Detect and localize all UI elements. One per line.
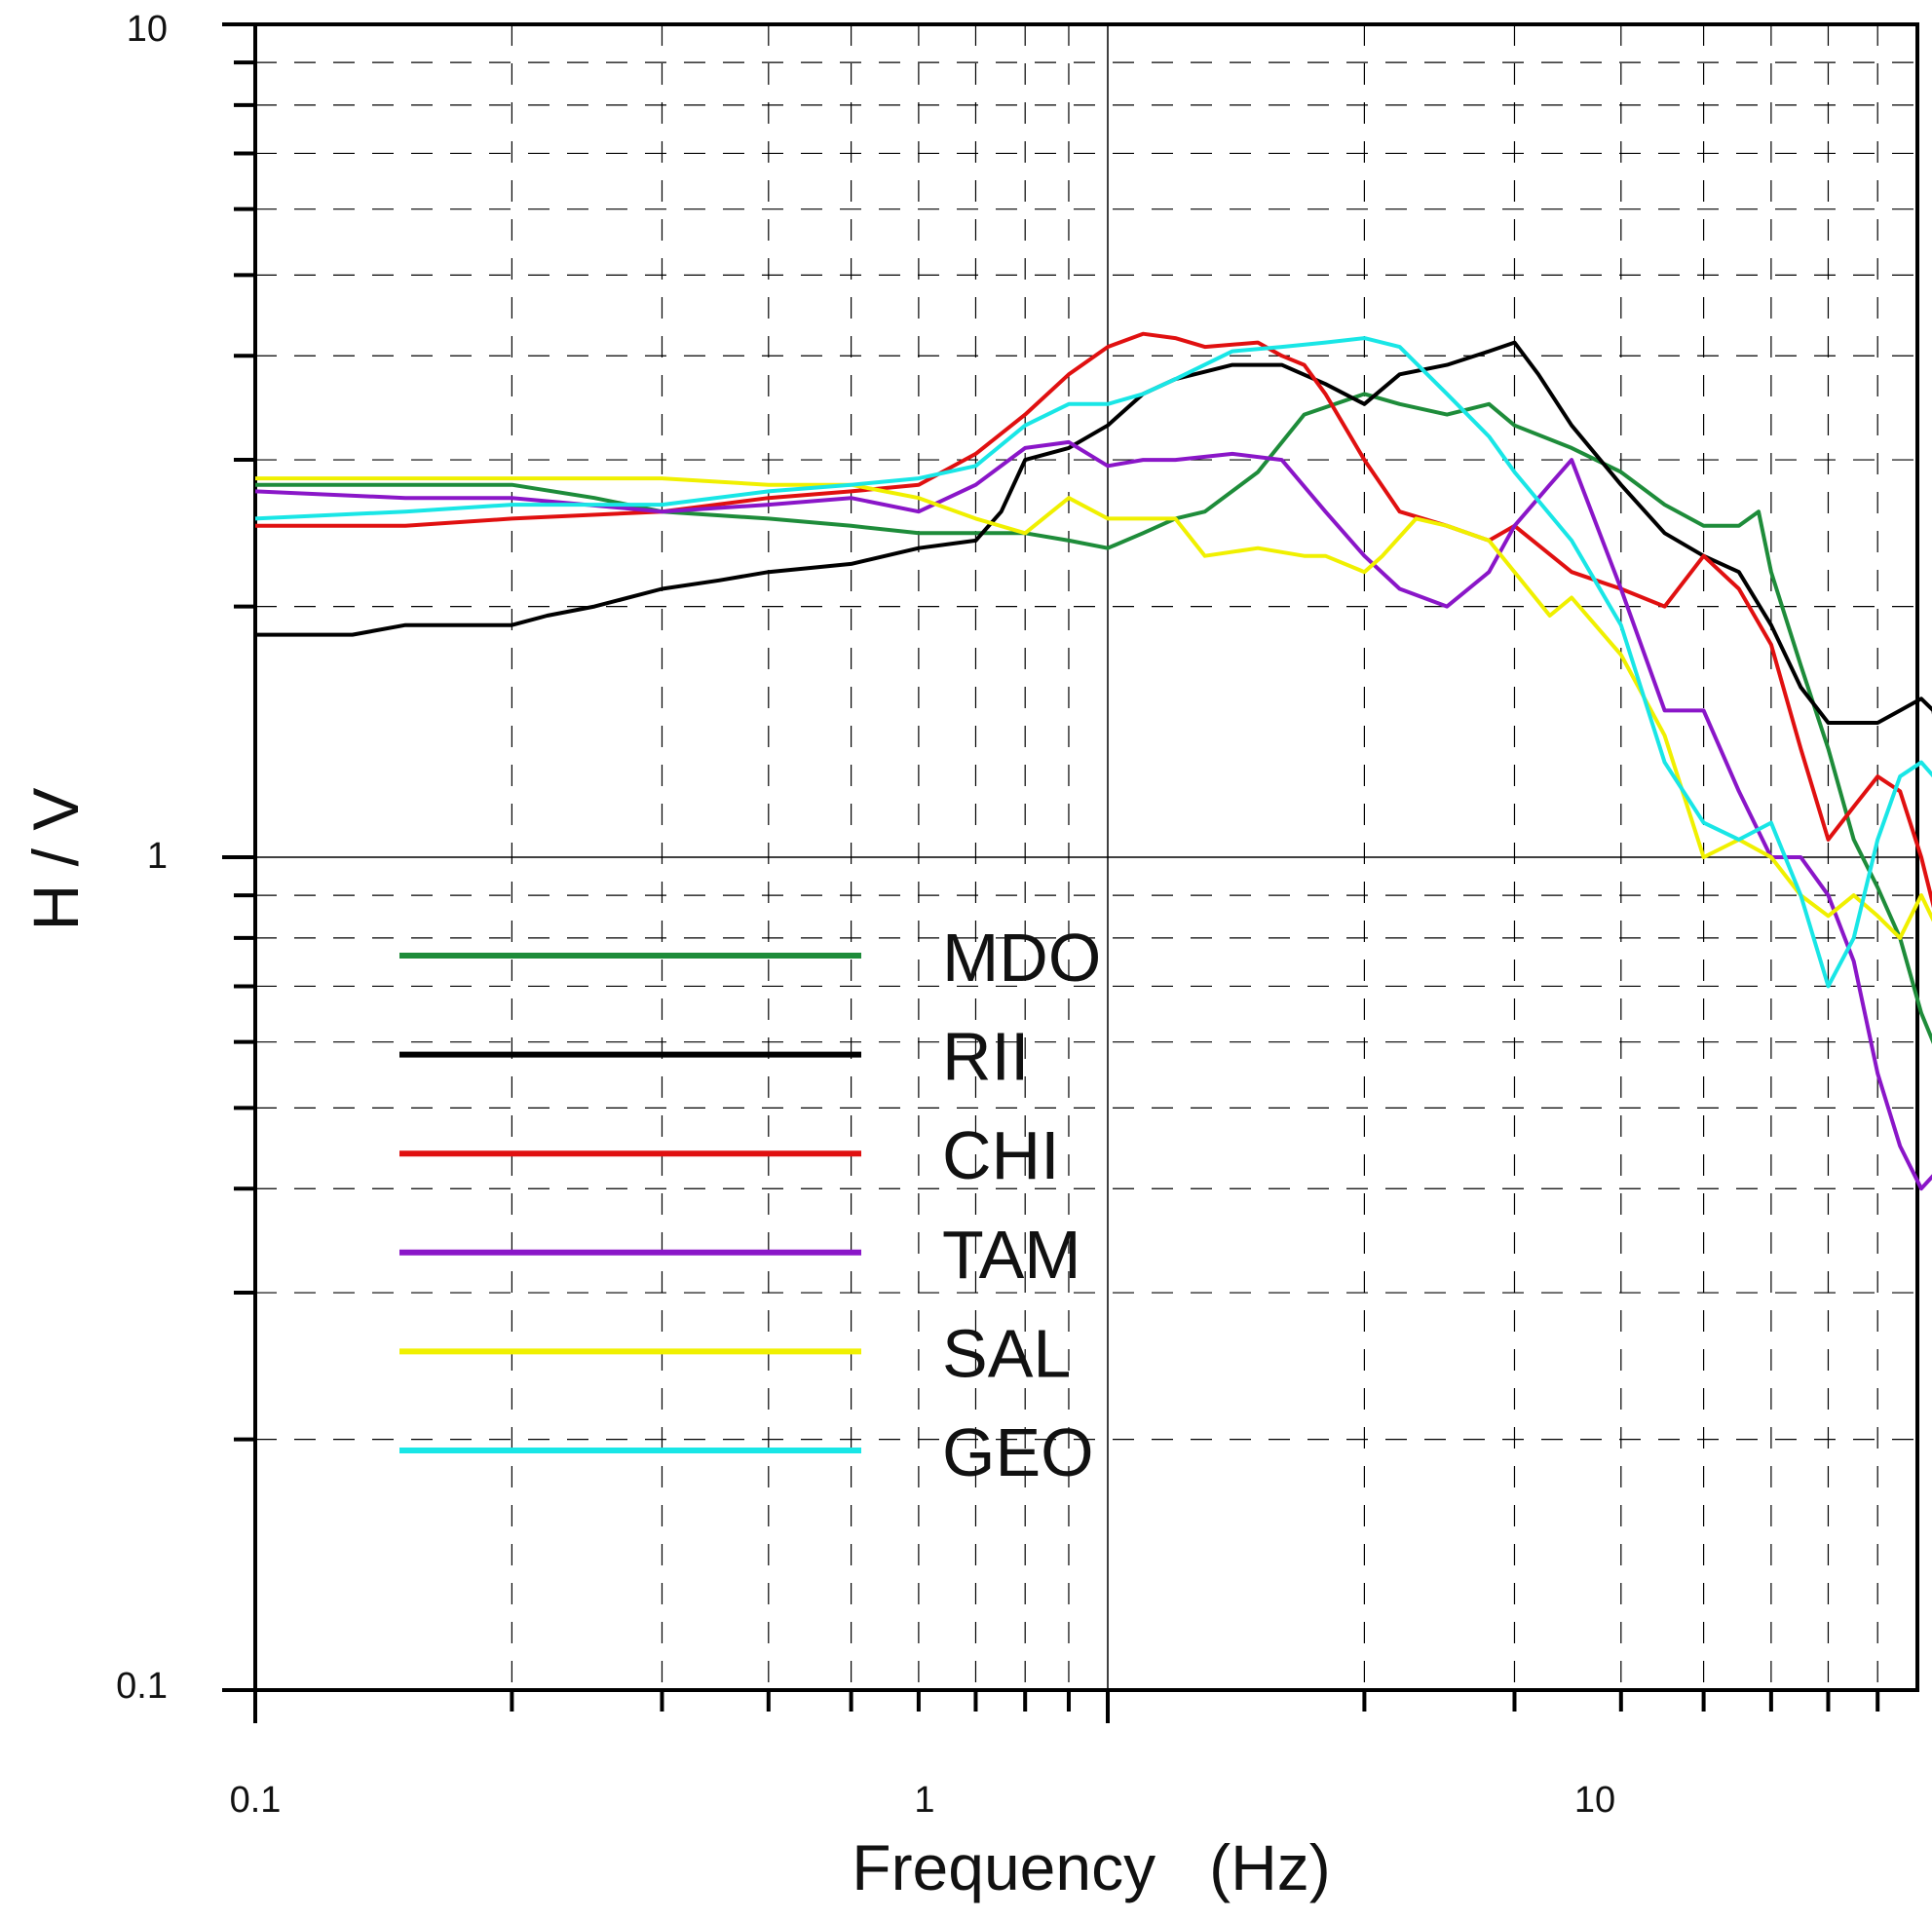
- series-line-geo: [254, 336, 1932, 989]
- x-tick-label: 10: [1574, 1780, 1615, 1821]
- legend-label-rii: RII: [942, 1019, 1029, 1095]
- legend: MDO RII CHI TAM SAL GEO: [399, 920, 1101, 1490]
- legend-label-tam: TAM: [942, 1217, 1081, 1293]
- series-line-rii: [255, 340, 1932, 725]
- series-line-chi: [255, 331, 1932, 909]
- legend-label-chi: CHI: [942, 1117, 1060, 1193]
- y-tick-label: 0.1: [116, 1666, 168, 1707]
- series-line-tam: [254, 439, 1932, 1191]
- x-axis-title: Frequency (Hz): [852, 1831, 1330, 1903]
- legend-label-geo: GEO: [942, 1414, 1094, 1490]
- series-lines: [254, 331, 1932, 1191]
- series-line-sal: [255, 476, 1932, 940]
- legend-label-sal: SAL: [942, 1315, 1071, 1391]
- x-tick-label: 1: [914, 1780, 934, 1821]
- legend-label-mdo: MDO: [942, 920, 1101, 996]
- y-tick-label: 10: [127, 9, 168, 50]
- y-tick-label: 1: [147, 836, 168, 877]
- series-line-mdo: [255, 392, 1932, 1045]
- x-tick-label: 0.1: [230, 1780, 282, 1821]
- axis-ticks: [222, 22, 1880, 1723]
- y-axis-title: H / V: [19, 788, 92, 931]
